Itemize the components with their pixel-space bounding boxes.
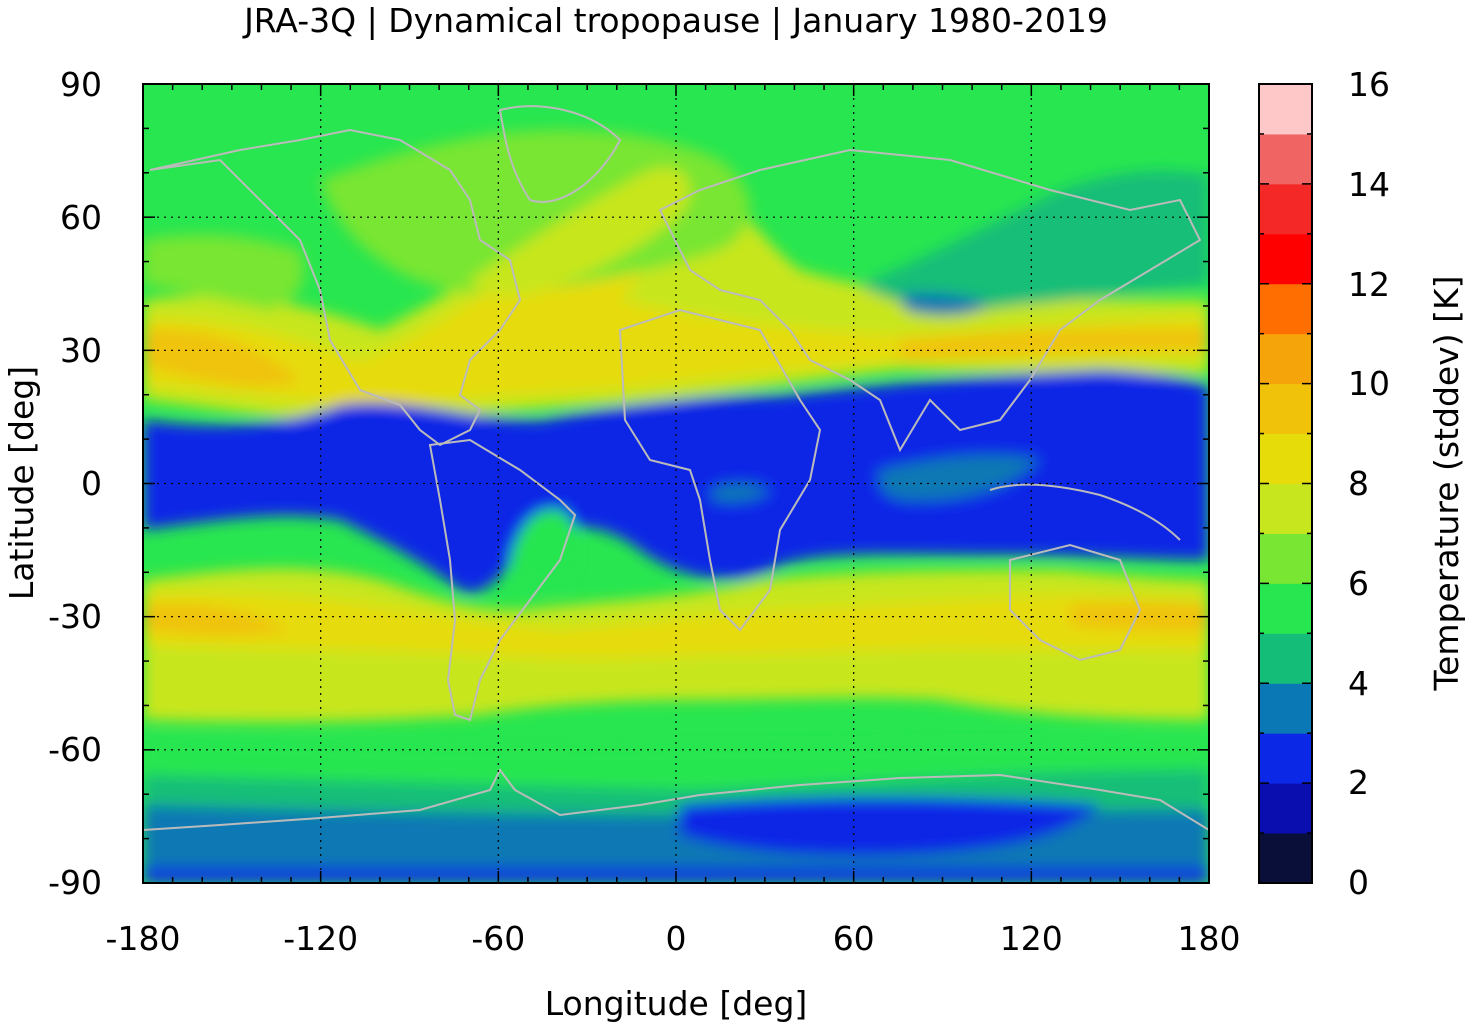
tropical-teal-patch bbox=[878, 454, 1040, 501]
colorbar-tick-labels: 16 14 12 10 8 6 4 2 0 bbox=[1348, 65, 1390, 902]
x-tick-label: 60 bbox=[833, 919, 875, 958]
coast-eurasia bbox=[658, 148, 1202, 453]
y-tick-labels: 90 60 30 0 -30 -60 -90 bbox=[48, 65, 102, 902]
x-tick-label: -60 bbox=[471, 919, 525, 958]
colorbar-segment bbox=[1259, 833, 1312, 884]
colorbar-segment bbox=[1259, 783, 1312, 834]
colorbar-tick-label: 6 bbox=[1348, 564, 1369, 603]
colorbar-segment bbox=[1259, 683, 1312, 734]
x-tick-label: 180 bbox=[1178, 919, 1241, 958]
y-tick-label: 90 bbox=[60, 65, 102, 104]
colorbar-segment bbox=[1259, 533, 1312, 584]
colorbar-tick-label: 10 bbox=[1348, 364, 1390, 403]
coastlines bbox=[143, 105, 1209, 831]
x-tick-label: -180 bbox=[106, 919, 181, 958]
tropical-blue-belt bbox=[143, 370, 1209, 593]
x-tick-labels: -180 -120 -60 0 60 120 180 bbox=[106, 919, 1241, 958]
band-nh-orange bbox=[143, 329, 300, 387]
y-tick-label: 60 bbox=[60, 198, 102, 237]
band-nh-yellow-inner bbox=[143, 215, 1209, 410]
chart-title: JRA-3Q | Dynamical tropopause | January … bbox=[242, 1, 1108, 40]
atlantic-yellow bbox=[470, 168, 690, 297]
coast-maritime-continent bbox=[989, 483, 1181, 541]
colorbar-tick-label: 0 bbox=[1348, 863, 1369, 902]
colorbar-tick-label: 14 bbox=[1348, 165, 1390, 204]
coast-north-america bbox=[149, 128, 522, 447]
asia-blue-blob bbox=[900, 293, 990, 316]
coast-greenland bbox=[498, 105, 622, 203]
colorbar-segment bbox=[1259, 633, 1312, 684]
colorbar-segment bbox=[1259, 383, 1312, 435]
colorbar-label: Temperature (stddev) [K] bbox=[1427, 275, 1466, 691]
band-sh-orange bbox=[143, 603, 290, 636]
colorbar-tick-label: 2 bbox=[1348, 763, 1369, 802]
coast-australia bbox=[1009, 543, 1142, 662]
colorbar-segment bbox=[1259, 583, 1312, 634]
south-atlantic-green-tongue bbox=[510, 509, 579, 591]
grid-lines bbox=[143, 84, 1209, 883]
x-tick-label: -120 bbox=[283, 919, 358, 958]
colorbar-segment bbox=[1259, 84, 1312, 135]
y-tick-label: -30 bbox=[48, 597, 102, 636]
colorbar-segment bbox=[1259, 483, 1312, 534]
canada-greenland-yellowgreen bbox=[320, 130, 750, 294]
y-tick-label: -90 bbox=[48, 863, 102, 902]
frame-ticks bbox=[142, 83, 1210, 884]
tropical-teal-patch-africa bbox=[710, 483, 770, 503]
colorbar-segment bbox=[1259, 283, 1312, 335]
colorbar-tick-label: 4 bbox=[1348, 664, 1369, 703]
y-tick-label: 30 bbox=[60, 331, 102, 370]
colorbar-ticks bbox=[1259, 83, 1312, 884]
band-sh-yellow-inner bbox=[143, 593, 1209, 659]
y-axis-label: Latitude [deg] bbox=[2, 366, 41, 600]
coast-antarctica bbox=[143, 768, 1209, 831]
antarctica-blue bbox=[680, 797, 1100, 856]
colorbar-segment bbox=[1259, 733, 1312, 784]
colorbar-tick-label: 8 bbox=[1348, 464, 1369, 503]
y-tick-label: 0 bbox=[81, 464, 102, 503]
north-pacific-teal bbox=[860, 171, 1209, 310]
colorbar-segment bbox=[1259, 433, 1312, 484]
colorbar-segment bbox=[1259, 333, 1312, 385]
band-sh-orange-east bbox=[1070, 601, 1209, 631]
contour-field bbox=[143, 84, 1209, 883]
north-pacific-yellowgreen bbox=[143, 234, 304, 310]
coast-south-america bbox=[428, 438, 577, 722]
colorbar-segment bbox=[1259, 183, 1312, 235]
x-tick-label: 0 bbox=[666, 919, 687, 958]
coast-africa bbox=[618, 308, 822, 632]
y-tick-label: -60 bbox=[48, 730, 102, 769]
x-tick-label: 120 bbox=[1000, 919, 1063, 958]
colorbar-segment bbox=[1259, 133, 1312, 185]
colorbar bbox=[1259, 84, 1312, 884]
x-axis-label: Longitude [deg] bbox=[545, 984, 808, 1023]
colorbar-tick-label: 16 bbox=[1348, 65, 1390, 104]
colorbar-tick-label: 12 bbox=[1348, 265, 1390, 304]
colorbar-segment bbox=[1259, 233, 1312, 285]
band-nh-orange-east bbox=[900, 328, 1209, 360]
